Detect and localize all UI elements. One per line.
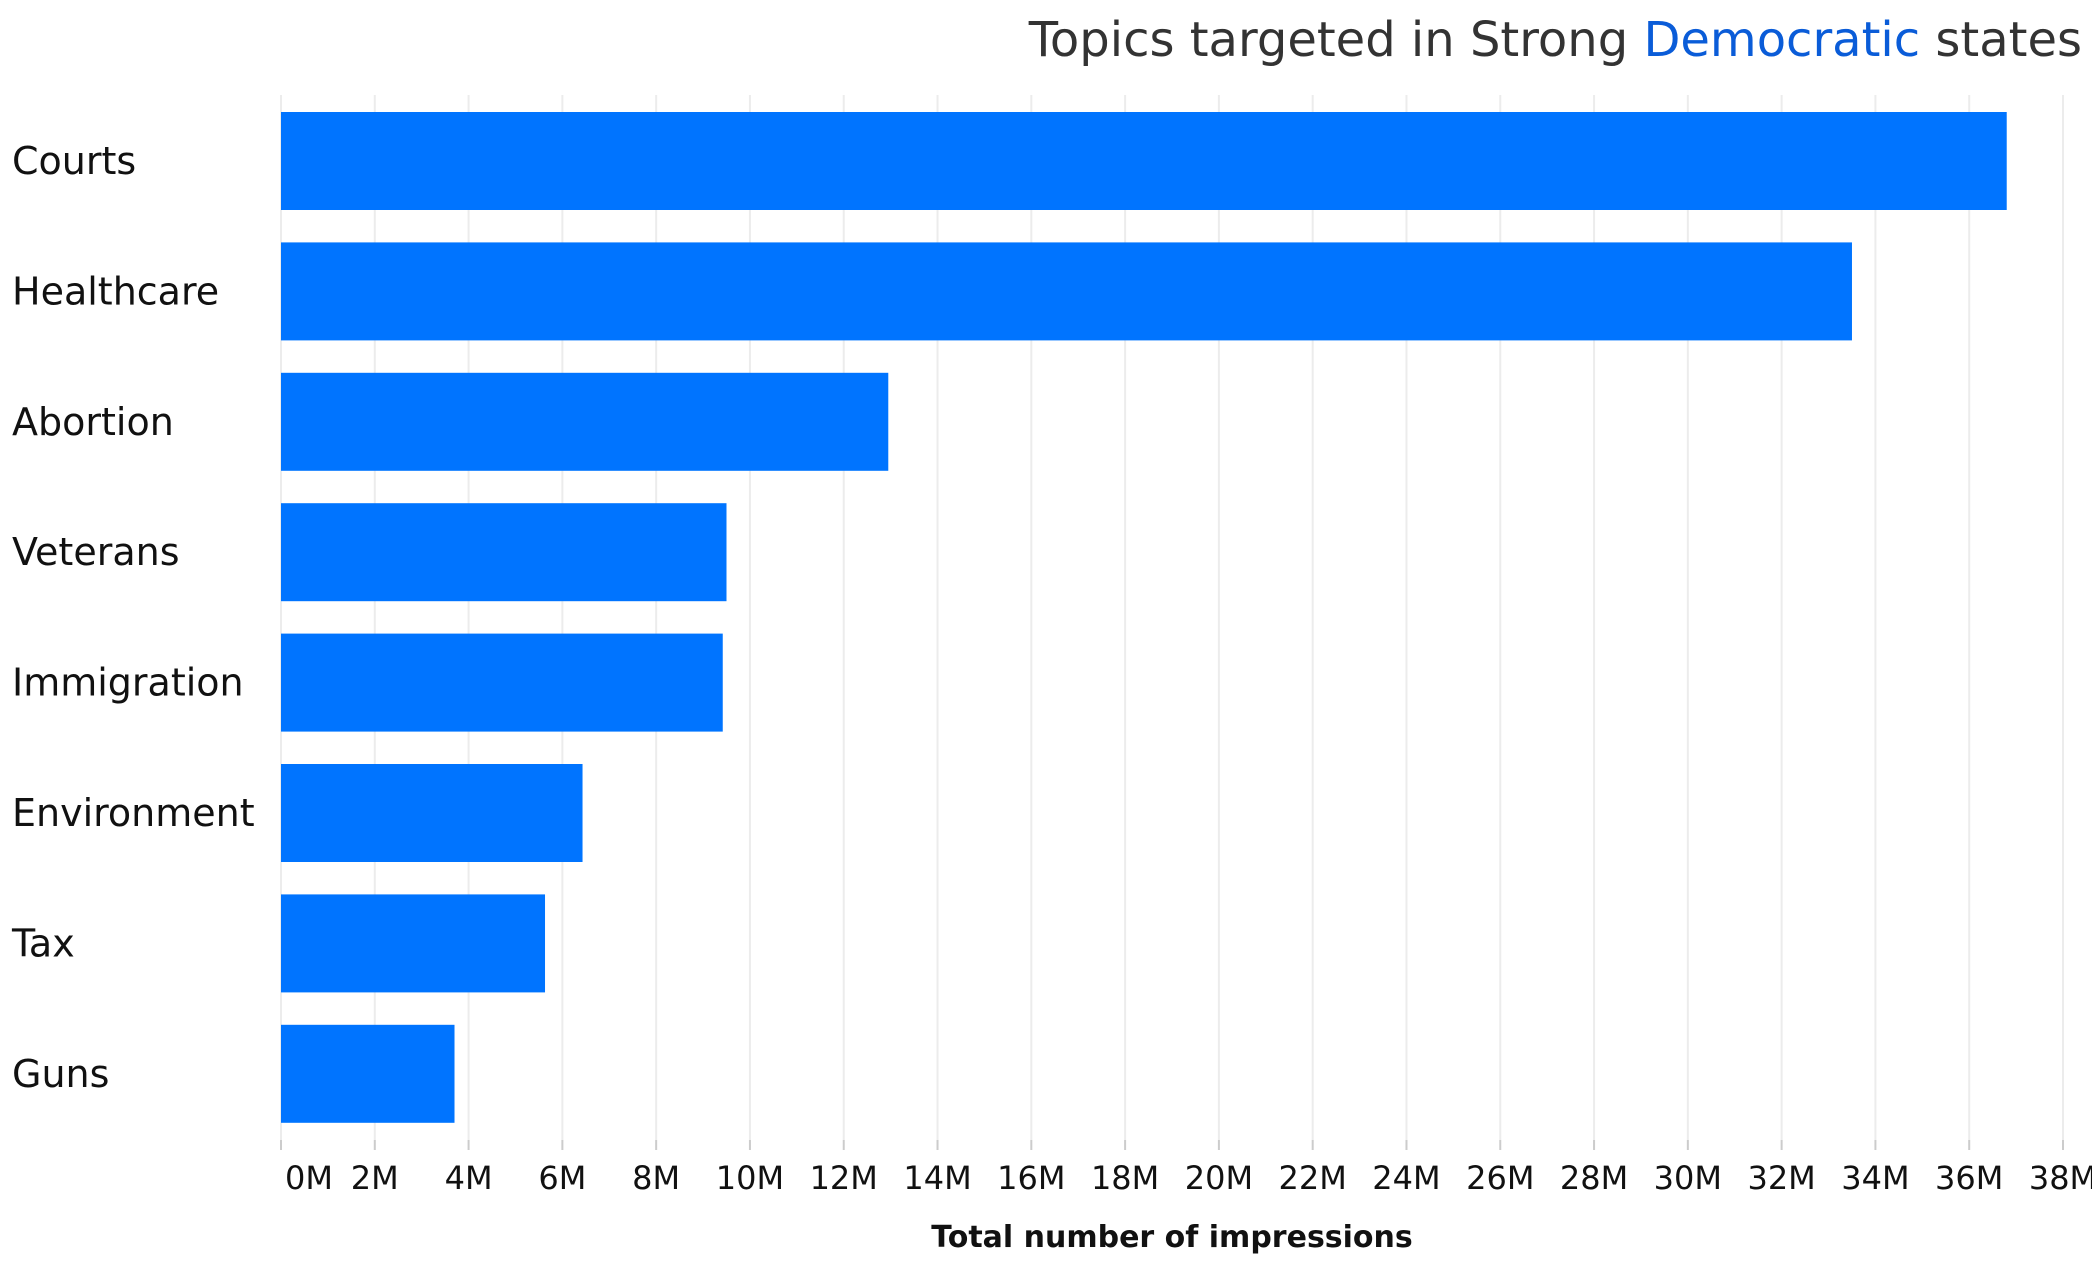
- title-part-1: Topics targeted in Strong: [1028, 12, 1644, 68]
- bars: [281, 112, 2007, 1123]
- x-tick-label: 8M: [632, 1159, 680, 1197]
- x-tick-label: 32M: [1747, 1159, 1815, 1197]
- category-label-courts: Courts: [12, 139, 136, 183]
- bar-healthcare: [281, 242, 1852, 341]
- x-tick-label: 6M: [538, 1159, 586, 1197]
- x-tick-label: 0M: [285, 1159, 333, 1197]
- bar-courts: [281, 112, 2007, 210]
- bar-immigration: [281, 633, 723, 732]
- category-label-healthcare: Healthcare: [12, 269, 219, 313]
- bar-veterans: [281, 503, 727, 602]
- x-tick-label: 2M: [351, 1159, 399, 1197]
- category-label-immigration: Immigration: [12, 661, 244, 705]
- x-tick-label: 12M: [810, 1159, 878, 1197]
- x-tick-label: 38M: [2029, 1159, 2092, 1197]
- chart-title: Topics targeted in Strong Democratic sta…: [1029, 12, 2082, 68]
- x-tick-label: 26M: [1466, 1159, 1534, 1197]
- x-tick-label: 16M: [997, 1159, 1065, 1197]
- x-tick-label: 10M: [716, 1159, 784, 1197]
- x-tick-label: 20M: [1185, 1159, 1253, 1197]
- bar-abortion: [281, 372, 889, 471]
- x-tick-label: 34M: [1841, 1159, 1909, 1197]
- x-tick-label: 22M: [1279, 1159, 1347, 1197]
- category-label-tax: Tax: [11, 921, 75, 965]
- x-tick-label: 36M: [1935, 1159, 2003, 1197]
- bar-environment: [281, 764, 583, 862]
- title-highlight: Democratic: [1643, 12, 1921, 68]
- x-tick-label: 28M: [1560, 1159, 1628, 1197]
- x-tick-label: 18M: [1091, 1159, 1159, 1197]
- x-axis-title: Total number of impressions: [931, 1220, 1413, 1255]
- x-tick-label: 14M: [903, 1159, 971, 1197]
- category-label-guns: Guns: [12, 1052, 109, 1096]
- category-label-environment: Environment: [12, 791, 255, 835]
- category-label-abortion: Abortion: [12, 400, 174, 444]
- title-part-3: states: [1920, 12, 2082, 68]
- x-tick-label: 30M: [1654, 1159, 1722, 1197]
- bar-tax: [281, 894, 546, 993]
- x-tick-label: 24M: [1372, 1159, 1440, 1197]
- category-label-veterans: Veterans: [12, 530, 180, 574]
- x-tick-label: 4M: [445, 1159, 493, 1197]
- x-tick-labels: 0M 2M 4M 6M 8M 10M 12M 14M 16M 18M 20M 22M 24M 26M 28M…: [285, 1159, 2092, 1197]
- bar-guns: [281, 1024, 455, 1123]
- category-labels: Courts Healthcare Abortion Veterans Immigrat…: [11, 139, 255, 1096]
